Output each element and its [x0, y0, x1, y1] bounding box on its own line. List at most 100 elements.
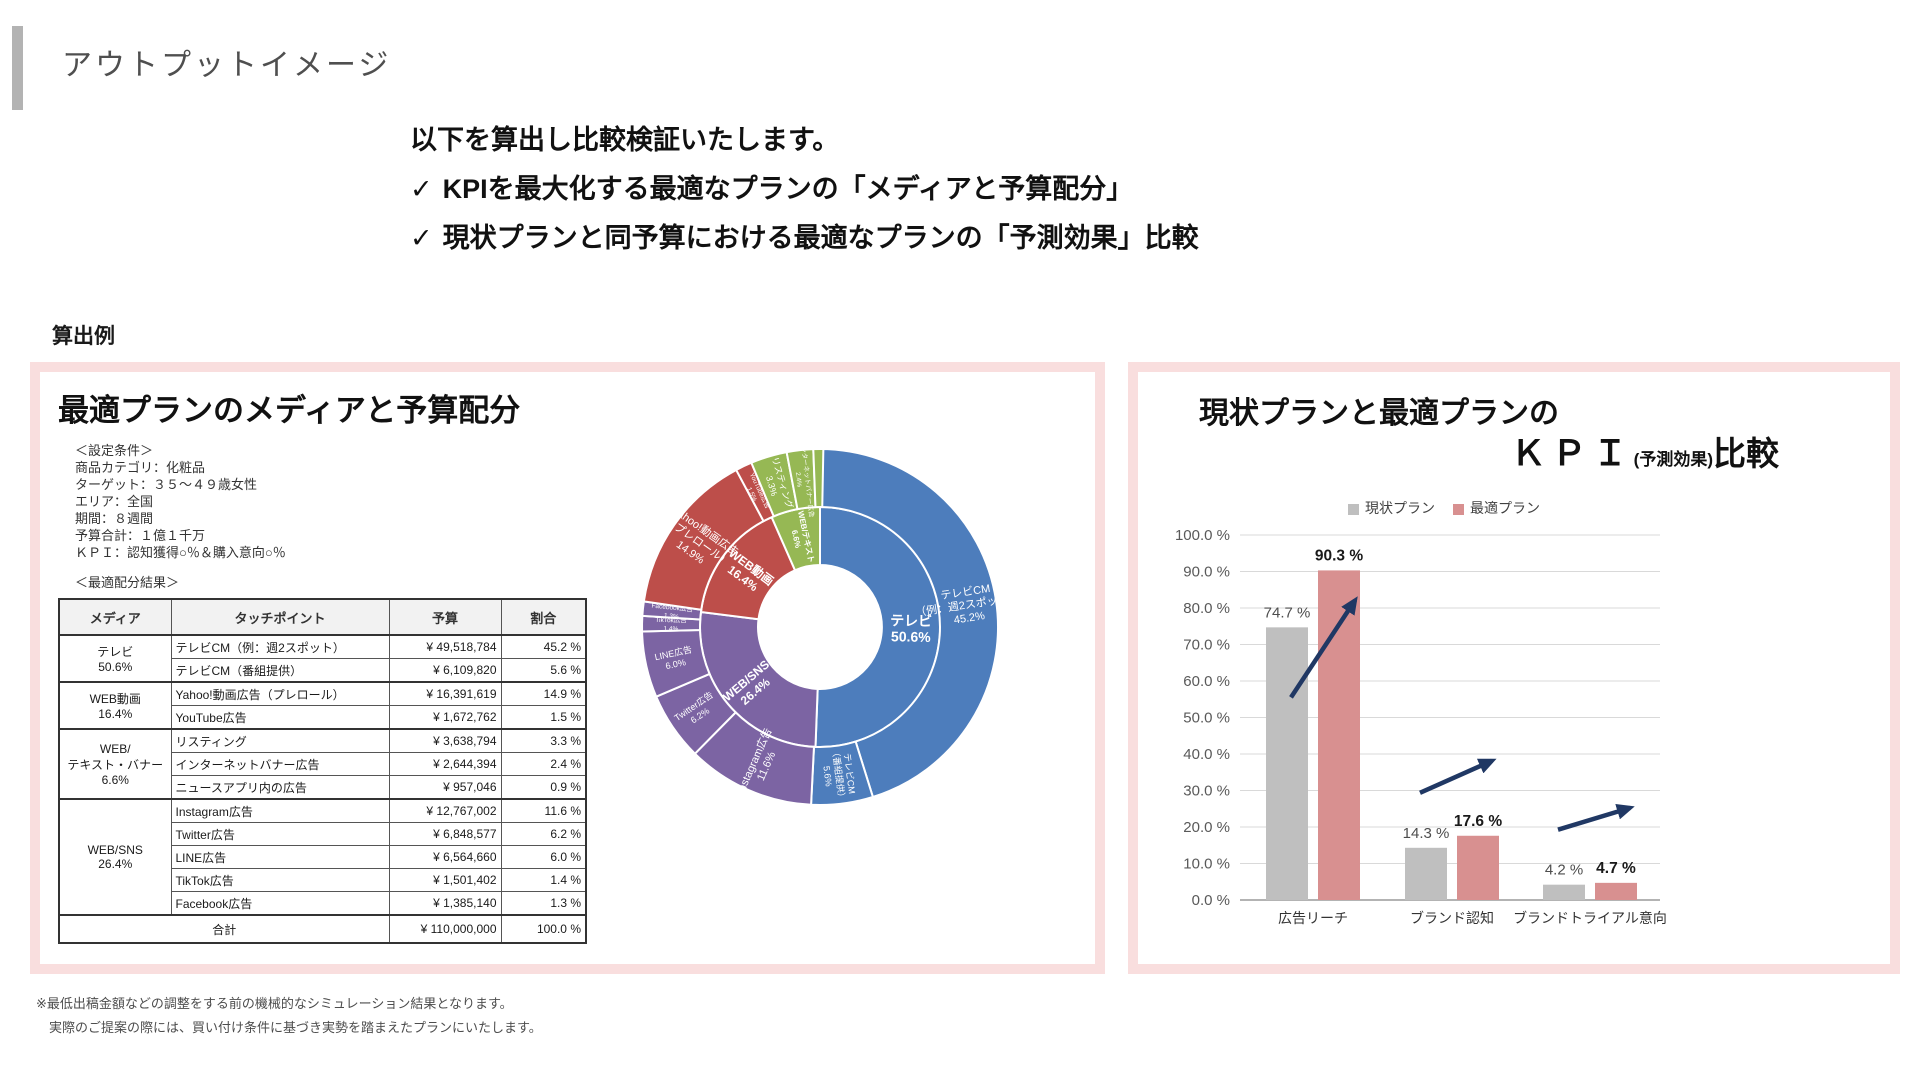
legend-label-現状プラン: 現状プラン [1365, 500, 1435, 516]
data-label-現状プラン-ブランドトライアル意向: 4.2 % [1545, 862, 1583, 879]
footnote: ※最低出稿金額などの調整をする前の機械的なシミュレーション結果となります。 実際… [36, 992, 542, 1040]
intro-bullet-1-text: KPIを最大化する最適なプランの「メディアと予算配分」 [442, 174, 1134, 204]
condition-line-1: ＜設定条件＞ [75, 443, 154, 458]
data-label-最適プラン-ブランド認知: 17.6 % [1454, 813, 1502, 830]
ratio-cell: 14.9 % [500, 681, 587, 706]
y-axis-label-80: 80.0 % [1183, 600, 1230, 617]
touchpoint-cell: LINE広告 [170, 845, 390, 869]
touchpoint-cell: ニュースアプリ内の広告 [170, 775, 390, 800]
condition-line-2: 商品カテゴリ：化粧品 [75, 460, 206, 475]
legend-label-最適プラン: 最適プラン [1470, 500, 1540, 516]
result-label: ＜最適配分結果＞ [75, 575, 180, 590]
y-axis-label-60: 60.0 % [1183, 673, 1230, 690]
budget-cell: ¥ 1,672,762 [388, 705, 502, 730]
y-axis-label-20: 20.0 % [1183, 819, 1230, 836]
condition-list: ＜設定条件＞ 商品カテゴリ：化粧品 ターゲット：３５～４９歳女性 エリア：全国 期間：８… [75, 442, 286, 561]
kpi-label: ＫＰＩ [1510, 434, 1634, 473]
check-icon: ✓ [410, 174, 433, 204]
allocation-table: メディア タッチポイント 予算 割合 テレビ 50.6% テレビCM（例：週2スポット） ¥ … [58, 598, 587, 944]
kpi-compare-label: 比較 [1713, 435, 1779, 472]
total-ratio-cell: 100.0 % [500, 914, 587, 944]
touchpoint-cell: インターネットバナー広告 [170, 752, 390, 776]
left-panel-title: 最適プランのメディアと予算配分 [58, 393, 521, 428]
donut-outer-label-TikTok広告: TikTok広告1.4% [655, 615, 687, 633]
donut-outer-segment-ニュースアプリ内の広告 [812, 448, 825, 509]
budget-cell: ¥ 49,518,784 [388, 634, 502, 659]
title-accent-bar [12, 26, 23, 110]
intro-lead: 以下を算出し比較検証いたします。 [410, 125, 840, 155]
total-budget-cell: ¥ 110,000,000 [388, 914, 502, 944]
condition-line-5: 期間：８週間 [75, 511, 154, 526]
data-label-現状プラン-広告リーチ: 74.7 % [1264, 604, 1311, 621]
page-title: アウトプットイメージ [62, 49, 392, 82]
ratio-cell: 3.3 % [500, 728, 587, 753]
bar-現状プラン-ブランド認知 [1405, 847, 1447, 900]
right-panel-title-line2: ＫＰＩ(予測効果)比較 [1338, 425, 1779, 476]
legend-swatch-現状プラン [1348, 503, 1359, 515]
condition-line-7: ＫＰＩ：認知獲得○％＆購入意向○％ [75, 545, 286, 560]
media-group-cell: WEB動画 16.4% [58, 681, 172, 730]
touchpoint-cell: Facebook広告 [170, 891, 390, 916]
y-axis-label-70: 70.0 % [1183, 637, 1230, 654]
left-panel-media-allocation: 最適プランのメディアと予算配分 ＜設定条件＞ 商品カテゴリ：化粧品 ターゲット：３５… [30, 362, 1105, 974]
total-label-cell: 合計 [58, 914, 390, 944]
legend-item-最適プラン: 最適プラン [1453, 498, 1540, 518]
donut-outer-label-テレビCM（番組提供）: テレビCM（番組提供）5.6% [819, 746, 858, 804]
data-label-最適プラン-ブランドトライアル意向: 4.7 % [1596, 860, 1636, 877]
ratio-cell: 11.6 % [500, 798, 587, 823]
touchpoint-cell: テレビCM（例：週2スポット） [170, 634, 390, 659]
budget-cell: ¥ 6,564,660 [388, 845, 502, 869]
kpi-bar-chart: 0.0 % 10.0 % 20.0 % 30.0 % 40.0 % 50.0 % 60.0 … [1175, 527, 1667, 926]
ratio-cell: 6.2 % [500, 822, 587, 846]
table-row: テレビCM（番組提供） ¥ 6,109,820 5.6 % [59, 658, 587, 683]
table-row: LINE広告 ¥ 6,564,660 6.0 % [59, 845, 587, 869]
ratio-cell: 6.0 % [500, 845, 587, 869]
condition-line-6: 予算合計：１億１千万 [75, 528, 206, 543]
budget-cell: ¥ 16,391,619 [388, 681, 502, 706]
category-label-ブランドトライアル意向: ブランドトライアル意向 [1513, 910, 1667, 926]
media-group-cell: WEB/テキスト・バナー 6.6% [58, 728, 172, 800]
y-axis-label-30: 30.0 % [1183, 783, 1230, 800]
intro-block: 以下を算出し比較検証いたします。 ✓ KPIを最大化する最適なプランの「メディアと… [410, 118, 1199, 255]
legend-item-現状プラン: 現状プラン [1348, 498, 1435, 518]
condition-line-4: エリア：全国 [75, 494, 154, 509]
legend-swatch-最適プラン [1453, 503, 1464, 515]
y-axis-label-100: 100.0 % [1175, 527, 1230, 544]
touchpoint-cell: リスティング [170, 728, 390, 753]
category-label-広告リーチ: 広告リーチ [1278, 910, 1348, 926]
table-header-4: 割合 [500, 598, 587, 636]
ratio-cell: 1.3 % [500, 891, 587, 916]
ratio-cell: 45.2 % [500, 634, 587, 659]
touchpoint-cell: テレビCM（番組提供） [170, 658, 390, 683]
table-header-row: メディア タッチポイント 予算 割合 [58, 598, 587, 636]
bar-現状プラン-広告リーチ [1266, 627, 1308, 900]
budget-sunburst-chart: テレビ50.6%WEB/SNS26.4%WEB動画16.4%WEB/テキスト6.… [641, 439, 1020, 806]
y-axis-label-90: 90.0 % [1183, 564, 1230, 581]
y-axis-label-0: 0.0 % [1192, 892, 1230, 909]
y-axis-label-50: 50.0 % [1183, 710, 1230, 727]
budget-cell: ¥ 1,385,140 [388, 891, 502, 916]
table-row: YouTube広告 ¥ 1,672,762 1.5 % [59, 705, 587, 730]
table-row: Facebook広告 ¥ 1,385,140 1.3 % [59, 891, 587, 916]
table-header-2: タッチポイント [170, 598, 390, 636]
right-panel-title-line1: 現状プランと最適プランの [1199, 397, 1559, 430]
intro-bullet-2-text: 現状プランと同予算における最適なプランの「予測効果」比較 [442, 223, 1199, 253]
kpi-paren-label: (予測効果) [1633, 450, 1713, 469]
bar-最適プラン-ブランド認知 [1457, 835, 1499, 900]
ratio-cell: 0.9 % [500, 775, 587, 800]
ratio-cell: 5.6 % [500, 658, 587, 683]
category-label-ブランド認知: ブランド認知 [1410, 910, 1494, 926]
budget-cell: ¥ 6,109,820 [388, 658, 502, 683]
donut-outer-segment-テレビCM（例：週2スポット） [819, 447, 999, 799]
table-row: WEB動画 16.4% Yahoo!動画広告（プレロール） ¥ 16,391,619 1… [58, 681, 587, 730]
touchpoint-cell: Instagram広告 [170, 798, 390, 823]
y-axis-label-10: 10.0 % [1183, 856, 1230, 873]
table-row: インターネットバナー広告 ¥ 2,644,394 2.4 % [59, 752, 587, 776]
footnote-line-1: ※最低出稿金額などの調整をする前の機械的なシミュレーション結果となります。 [36, 996, 513, 1011]
touchpoint-cell: YouTube広告 [170, 705, 390, 730]
table-row: WEB/テキスト・バナー 6.6% リスティング ¥ 3,638,794 3.3 % [58, 728, 587, 800]
donut-inner-label-テレビ: テレビ50.6% [890, 612, 933, 645]
intro-bullet-2: ✓ 現状プランと同予算における最適なプランの「予測効果」比較 [410, 216, 1199, 255]
media-group-cell: テレビ 50.6% [58, 634, 172, 683]
touchpoint-cell: Twitter広告 [170, 822, 390, 846]
